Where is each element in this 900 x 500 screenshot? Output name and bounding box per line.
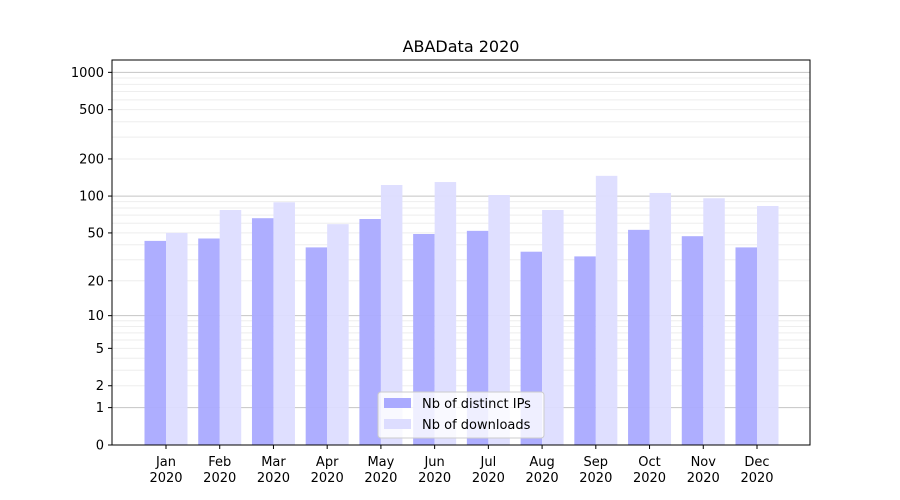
- bar-downloads: [273, 202, 295, 445]
- x-tick-label: Apr 2020: [311, 455, 344, 486]
- y-tick-label: 10: [87, 309, 104, 324]
- chart-title: ABAData 2020: [403, 37, 520, 56]
- y-axis: 0 1 2 5 10 20 50 100 200 500 1000: [71, 66, 112, 454]
- y-tick-label: 1: [96, 401, 104, 416]
- y-tick-label: 500: [79, 103, 104, 118]
- x-tick-label: Aug 2020: [526, 455, 559, 486]
- legend-box: [377, 391, 545, 439]
- x-tick-label: Dec 2020: [740, 455, 773, 486]
- y-tick-label: 50: [87, 226, 104, 241]
- bar-ips: [305, 247, 328, 445]
- legend-label-downloads: Nb of downloads: [422, 418, 531, 433]
- bar-downloads: [542, 210, 564, 445]
- x-tick-label: Jun 2020: [418, 455, 451, 486]
- bar-ips: [574, 256, 596, 445]
- bar-ips: [466, 230, 489, 445]
- bar-downloads: [380, 184, 403, 446]
- bar-downloads: [595, 175, 618, 445]
- bar-ips: [144, 240, 166, 445]
- x-tick-label: Feb 2020: [203, 455, 236, 486]
- x-tick-label: Jan 2020: [149, 455, 182, 486]
- bar-ips: [198, 238, 220, 445]
- bar-ips: [359, 219, 381, 445]
- bar-downloads: [434, 182, 457, 445]
- bar-ips: [681, 236, 704, 445]
- y-tick-label: 0: [96, 439, 104, 454]
- legend-swatch-downloads: [384, 419, 411, 429]
- bar-ips: [628, 229, 650, 445]
- x-tick-label: Oct 2020: [633, 455, 666, 486]
- y-tick-label: 20: [87, 274, 104, 289]
- bar-downloads: [219, 210, 242, 445]
- y-tick-label: 5: [96, 342, 104, 357]
- bar-ips: [251, 218, 274, 445]
- bar-downloads: [757, 206, 779, 445]
- bar-ips: [735, 247, 757, 445]
- plot-frame: [111, 59, 811, 446]
- x-tick-label: Sep 2020: [579, 455, 612, 486]
- x-tick-label: Mar 2020: [257, 455, 290, 486]
- bar-downloads: [703, 198, 725, 445]
- x-tick-label: Jul 2020: [472, 455, 505, 486]
- y-tick-label: 200: [79, 152, 104, 167]
- x-tick-label: Nov 2020: [687, 455, 720, 486]
- legend: Nb of distinct IPs Nb of downloads: [377, 391, 545, 439]
- legend-label-ips: Nb of distinct IPs: [422, 397, 531, 412]
- x-axis: Jan 2020 Feb 2020 Mar 2020 Apr 2020 May 2020 Jun 20…: [149, 445, 774, 486]
- legend-swatch-ips: [384, 398, 411, 408]
- y-tick-label: 100: [79, 190, 104, 205]
- y-tick-label: 2: [96, 379, 104, 394]
- x-tick-label: May 2020: [364, 455, 397, 486]
- bar-downloads: [649, 192, 672, 445]
- y-tick-label: 1000: [71, 66, 104, 81]
- bar-downloads: [166, 232, 188, 445]
- bar-downloads: [327, 224, 349, 445]
- bar-downloads: [488, 195, 510, 445]
